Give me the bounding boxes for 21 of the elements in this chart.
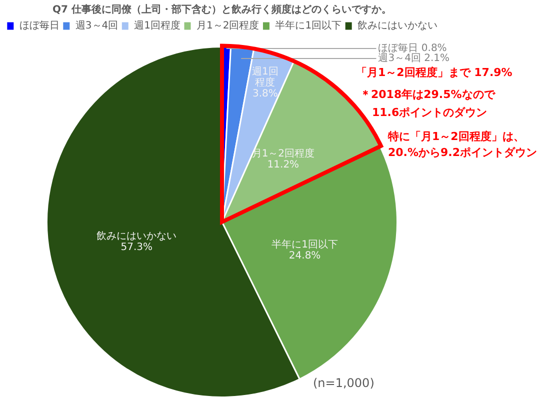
text: 特に「月1～2回程度」は、 20.%から9.2ポイントダウン (388, 129, 537, 161)
legend-label: 半年に1回以下 (275, 20, 342, 32)
slice-label: 半年に1回以下 (272, 238, 338, 251)
text: 「月1～2回程度」まで 17.9% (356, 65, 512, 81)
legend-label: 週3～4回 (75, 20, 118, 32)
legend-label: 週1回程度 (134, 20, 181, 32)
data-label: 3.8% (252, 88, 278, 100)
data-label: 24.8% (288, 250, 321, 262)
text: ＊2018年は29.5%なので 11.6ポイントのダウン (360, 87, 495, 121)
category-label: 週3～4回 2.1% (378, 53, 450, 64)
slice-label: 週1回程度 (252, 66, 278, 89)
category-label: ほぼ毎日 0.8% (378, 43, 447, 54)
slice-label: 飲みにはいかない (96, 231, 177, 242)
data-label: 11.2% (267, 159, 300, 170)
legend-label: ほぼ毎日 (19, 20, 60, 32)
text: (n=1,000) (313, 375, 374, 391)
legend-label: 月1～2回程度 (196, 20, 260, 32)
legend-label: 飲みにはいかない (358, 20, 438, 32)
chart-title: Q7 仕事後に同僚（上司・部下含む）と飲み行く頻度はどのくらいですか。 (52, 4, 392, 16)
slice-label: 月1～2回程度 (252, 147, 315, 160)
data-label: 57.3% (120, 242, 153, 254)
